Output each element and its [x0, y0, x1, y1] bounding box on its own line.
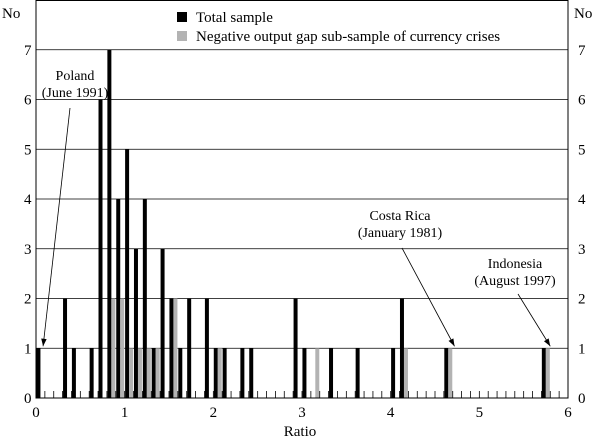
bar-total-sample — [391, 348, 396, 398]
legend: Total sample Negative output gap sub-sam… — [177, 10, 500, 45]
x-tick-label: 4 — [387, 405, 395, 421]
y-tick-label-left: 1 — [24, 341, 32, 357]
annotation-label: Poland — [56, 69, 95, 84]
bar-total-sample — [399, 298, 404, 398]
bar-total-sample — [178, 348, 183, 398]
legend-label-total: Total sample — [196, 10, 273, 26]
x-tick-label: 1 — [121, 405, 129, 421]
x-axis-label: Ratio — [284, 424, 317, 440]
y-tick-label-right: 3 — [578, 242, 586, 258]
bar-total-sample — [329, 348, 334, 398]
y-tick-label-right: 6 — [578, 93, 586, 109]
annotations: Poland (June 1991) Costa Rica (January 1981… — [41, 69, 556, 347]
bar-subsample — [111, 298, 116, 398]
y-tick-label-left: 7 — [24, 43, 32, 59]
bar-total-sample — [249, 348, 254, 398]
y-axis-unit-left: No — [2, 6, 20, 22]
bar-total-sample — [71, 348, 76, 398]
bar-total-sample — [302, 348, 307, 398]
legend-swatch-subsample — [177, 31, 187, 41]
annotation-arrow — [517, 293, 551, 347]
x-tick-label: 0 — [32, 405, 40, 421]
y-tick-label-left: 4 — [24, 192, 32, 208]
gridlines — [36, 49, 568, 349]
y-tick-label-right: 4 — [578, 192, 586, 208]
bar-total-sample — [125, 149, 130, 398]
bar-total-sample — [541, 348, 546, 398]
bar-subsample — [545, 348, 550, 398]
bar-subsample — [129, 348, 134, 398]
bar-total-sample — [107, 49, 112, 398]
bar-total-sample — [160, 248, 165, 398]
bar-total-sample — [63, 298, 68, 398]
annotation-arrow — [42, 107, 71, 347]
axes: 0 01 12 23 34 45 56 67 70 1 2 3 4 5 6 — [24, 0, 586, 421]
y-axis-unit-right: No — [574, 6, 592, 22]
y-tick-label-left: 0 — [24, 391, 32, 407]
bar-total-sample — [213, 348, 218, 398]
y-tick-label-right: 0 — [578, 391, 586, 407]
bar-subsample — [217, 348, 222, 398]
y-tick-label-left: 3 — [24, 242, 32, 258]
y-tick-label-right: 1 — [578, 341, 586, 357]
x-tick-label: 3 — [298, 405, 306, 421]
bar-subsample — [403, 348, 408, 398]
bar-subsample — [173, 298, 178, 398]
bar-subsample — [137, 348, 142, 398]
bar-total-sample — [169, 298, 174, 398]
annotation-label: Indonesia — [488, 257, 543, 272]
y-tick-label-left: 5 — [24, 142, 32, 158]
bar-total-sample — [151, 348, 156, 398]
bar-total-sample — [116, 199, 121, 398]
annotation-arrowhead — [41, 338, 47, 347]
bar-total-sample — [98, 99, 103, 398]
annotation-label: Costa Rica — [369, 209, 431, 224]
bars — [36, 49, 550, 398]
bar-total-sample — [293, 298, 298, 398]
annotation-arrow — [401, 247, 455, 347]
x-tick-label: 6 — [564, 405, 572, 421]
legend-swatch-total — [177, 12, 187, 22]
y-tick-label-right: 2 — [578, 292, 586, 308]
y-tick-label-right: 5 — [578, 142, 586, 158]
annotation-label: (January 1981) — [358, 226, 443, 241]
bar-total-sample — [89, 348, 94, 398]
y-tick-label-left: 6 — [24, 93, 32, 109]
annotation-label: (August 1997) — [474, 274, 556, 289]
bar-total-sample — [444, 348, 449, 398]
bar-total-sample — [133, 248, 138, 398]
y-tick-label-right: 7 — [578, 43, 586, 59]
x-tick-label: 5 — [476, 405, 484, 421]
bar-subsample — [146, 348, 151, 398]
bar-subsample — [155, 348, 160, 398]
y-tick-label-left: 2 — [24, 292, 32, 308]
annotation-label: (June 1991) — [42, 86, 109, 101]
bar-total-sample — [240, 348, 245, 398]
bar-total-sample — [36, 348, 41, 398]
bar-total-sample — [222, 348, 227, 398]
bar-total-sample — [187, 298, 192, 398]
x-tick-label: 2 — [210, 405, 218, 421]
bar-subsample — [315, 348, 320, 398]
bar-subsample — [120, 298, 125, 398]
bar-subsample — [448, 348, 453, 398]
bar-total-sample — [142, 199, 147, 398]
bar-total-sample — [355, 348, 360, 398]
bar-total-sample — [204, 298, 209, 398]
annotation-arrowhead — [543, 338, 551, 347]
annotation-arrowhead — [448, 338, 455, 347]
legend-label-subsample: Negative output gap sub-sample of curren… — [196, 29, 500, 45]
